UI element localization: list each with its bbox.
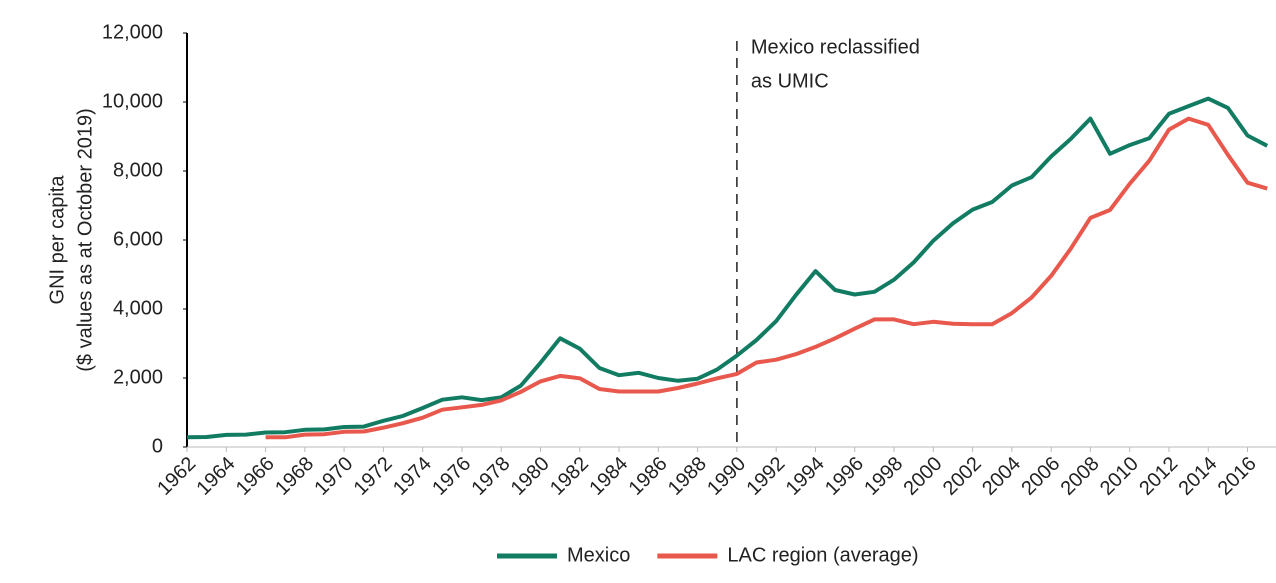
y-tick-label: 0 bbox=[152, 435, 163, 457]
annotation-text: as UMIC bbox=[751, 70, 829, 92]
legend-label: LAC region (average) bbox=[727, 544, 918, 566]
x-tick-label: 1972 bbox=[350, 453, 397, 500]
y-tick-label: 10,000 bbox=[102, 90, 163, 112]
x-tick-label: 2000 bbox=[900, 453, 947, 500]
x-tick-label: 1982 bbox=[546, 453, 593, 500]
x-tick-label: 2004 bbox=[978, 453, 1025, 500]
y-axis-label: GNI per capita bbox=[46, 175, 68, 305]
x-tick-label: 2014 bbox=[1174, 453, 1221, 500]
x-tick-label: 1992 bbox=[742, 453, 789, 500]
x-tick-label: 1966 bbox=[232, 453, 279, 500]
y-tick-label: 6,000 bbox=[113, 228, 163, 250]
x-tick-label: 1984 bbox=[585, 453, 632, 500]
x-tick-label: 1978 bbox=[467, 453, 514, 500]
x-tick-label: 1968 bbox=[271, 453, 318, 500]
x-tick-label: 2006 bbox=[1017, 453, 1064, 500]
x-tick-label: 1974 bbox=[389, 453, 436, 500]
y-tick-label: 2,000 bbox=[113, 366, 163, 388]
x-tick-label: 1996 bbox=[821, 453, 868, 500]
x-tick-label: 2002 bbox=[939, 453, 986, 500]
x-tick-label: 1998 bbox=[860, 453, 907, 500]
x-tick-label: 1988 bbox=[664, 453, 711, 500]
x-tick-label: 1976 bbox=[428, 453, 475, 500]
x-tick-label: 1986 bbox=[625, 453, 672, 500]
y-tick-label: 12,000 bbox=[102, 21, 163, 43]
x-tick-label: 1990 bbox=[703, 453, 750, 500]
x-tick-label: 1962 bbox=[153, 453, 200, 500]
series-line bbox=[186, 96, 1269, 440]
x-tick-label: 2008 bbox=[1057, 453, 1104, 500]
x-tick-label: 2012 bbox=[1135, 453, 1182, 500]
series-line bbox=[265, 116, 1268, 440]
x-tick-label: 2016 bbox=[1214, 453, 1261, 500]
y-axis-label: ($ values as at October 2019) bbox=[74, 108, 96, 371]
x-tick-label: 1964 bbox=[193, 453, 240, 500]
y-tick-label: 4,000 bbox=[113, 297, 163, 319]
annotation-text: Mexico reclassified bbox=[751, 36, 920, 58]
x-tick-label: 1994 bbox=[782, 453, 829, 500]
x-tick-label: 2010 bbox=[1096, 453, 1143, 500]
y-tick-label: 8,000 bbox=[113, 159, 163, 181]
legend-label: Mexico bbox=[567, 544, 630, 566]
x-tick-label: 1970 bbox=[310, 453, 357, 500]
x-tick-label: 1980 bbox=[507, 453, 554, 500]
